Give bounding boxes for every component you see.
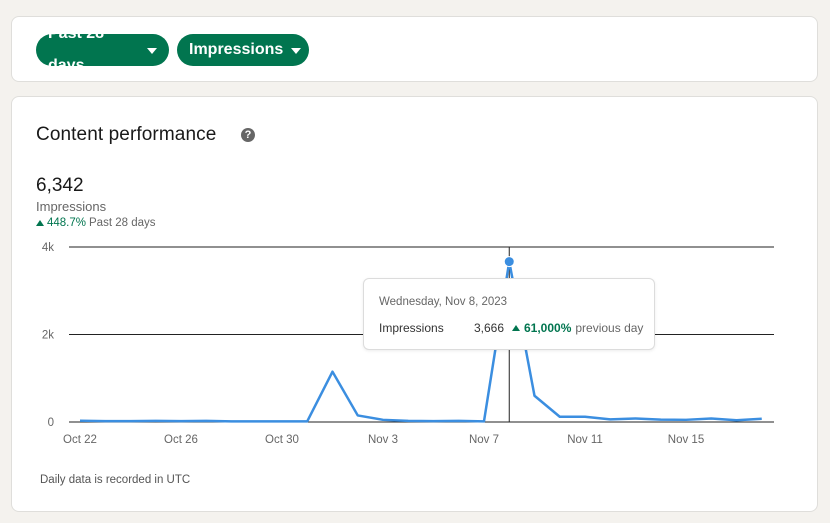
y-tick-label: 0 <box>48 417 54 429</box>
help-icon[interactable]: ? <box>241 128 255 142</box>
total-impressions: 6,342 <box>36 175 84 196</box>
x-tick-label: Oct 22 <box>63 434 97 446</box>
tooltip-change-label: previous day <box>575 321 644 335</box>
change-percent: 448.7% <box>47 217 87 229</box>
y-tick-label: 4k <box>42 242 54 254</box>
y-tick-label: 2k <box>42 330 54 342</box>
caret-down-icon <box>147 47 157 54</box>
panel-title: Content performance <box>36 124 217 145</box>
tooltip-label: Impressions <box>379 321 444 335</box>
footnote: Daily data is recorded in UTC <box>40 474 191 486</box>
triangle-up-icon <box>36 220 44 226</box>
filter-card: Past 28 days Impressions <box>11 16 818 82</box>
x-tick-label: Nov 15 <box>668 434 704 446</box>
metric-dropdown[interactable]: Impressions <box>177 34 309 66</box>
x-tick-label: Nov 3 <box>368 434 398 446</box>
date-range-label: Past 28 days <box>48 25 105 74</box>
x-tick-label: Nov 7 <box>469 434 499 446</box>
change-indicator: 448.7% Past 28 days <box>36 217 156 229</box>
chart-tooltip: Wednesday, Nov 8, 2023 Impressions 3,666… <box>363 278 655 350</box>
x-tick-label: Oct 26 <box>164 434 198 446</box>
metric-label: Impressions <box>189 41 284 58</box>
series-line <box>79 260 762 423</box>
tooltip-change-percent: 61,000% <box>524 321 572 335</box>
metric-label: Impressions <box>36 199 107 214</box>
x-tick-label: Oct 30 <box>265 434 299 446</box>
date-range-dropdown[interactable]: Past 28 days <box>36 25 169 74</box>
content-performance-card: Content performance ? 6,342 Impressions … <box>11 96 818 512</box>
caret-down-icon <box>291 47 302 54</box>
tooltip-value: 3,666 <box>474 321 505 335</box>
triangle-up-icon <box>512 325 520 331</box>
tooltip-date: Wednesday, Nov 8, 2023 <box>379 296 508 308</box>
highlight-point[interactable] <box>503 256 515 268</box>
tooltip-change: 61,000% previous day <box>512 321 643 335</box>
x-tick-label: Nov 11 <box>567 434 603 446</box>
change-period: Past 28 days <box>89 217 156 229</box>
